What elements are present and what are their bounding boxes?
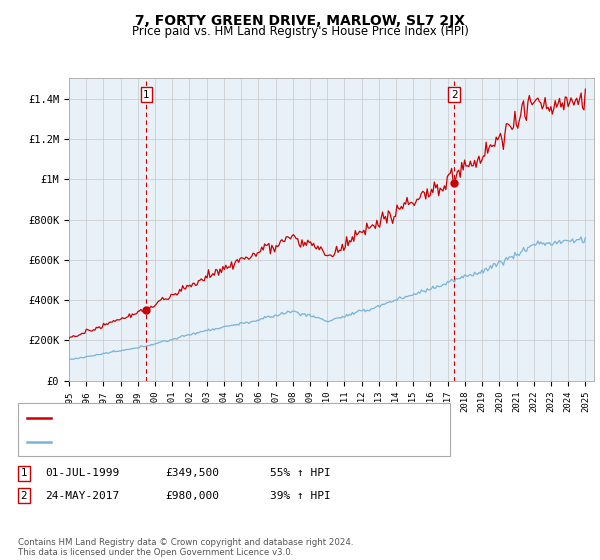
Text: Contains HM Land Registry data © Crown copyright and database right 2024.
This d: Contains HM Land Registry data © Crown c… — [18, 538, 353, 557]
Text: 1: 1 — [143, 90, 150, 100]
Text: 39% ↑ HPI: 39% ↑ HPI — [270, 491, 331, 501]
Text: 55% ↑ HPI: 55% ↑ HPI — [270, 468, 331, 478]
Text: 7, FORTY GREEN DRIVE, MARLOW, SL7 2JX: 7, FORTY GREEN DRIVE, MARLOW, SL7 2JX — [135, 14, 465, 28]
Text: 2: 2 — [20, 491, 28, 501]
Text: HPI: Average price, detached house, Buckinghamshire: HPI: Average price, detached house, Buck… — [55, 436, 338, 446]
Text: £349,500: £349,500 — [165, 468, 219, 478]
Text: £980,000: £980,000 — [165, 491, 219, 501]
Text: Price paid vs. HM Land Registry's House Price Index (HPI): Price paid vs. HM Land Registry's House … — [131, 25, 469, 38]
Text: 7, FORTY GREEN DRIVE, MARLOW, SL7 2JX (detached house): 7, FORTY GREEN DRIVE, MARLOW, SL7 2JX (d… — [55, 413, 370, 423]
Text: 1: 1 — [20, 468, 28, 478]
Text: 24-MAY-2017: 24-MAY-2017 — [45, 491, 119, 501]
Text: 01-JUL-1999: 01-JUL-1999 — [45, 468, 119, 478]
Text: 2: 2 — [451, 90, 458, 100]
